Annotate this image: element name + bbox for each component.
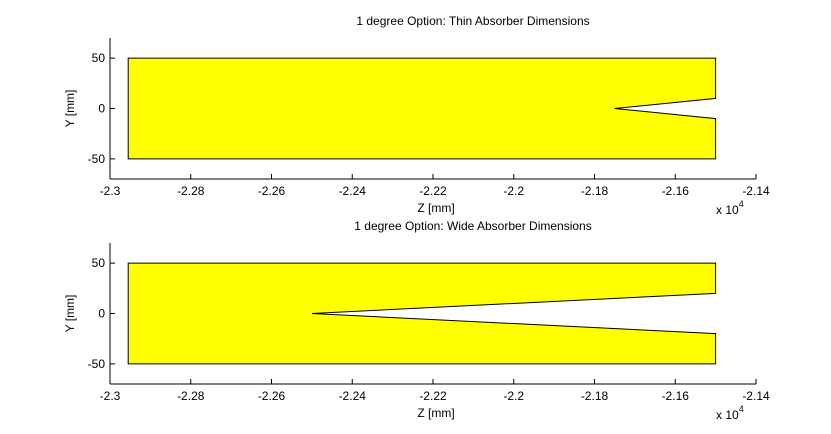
y-tick-label: -50 [88,152,106,166]
x-tick-label: -2.26 [258,389,286,403]
x-tick-label: -2.3 [100,389,121,403]
y-axis-label: Y [mm] [63,90,77,128]
x-multiplier: x 104 [716,404,744,422]
x-multiplier-base: x 10 [716,408,739,422]
y-tick-label: 0 [98,102,105,116]
absorber-shape [127,262,717,365]
y-axis-label: Y [mm] [63,295,77,333]
x-tick-label: -2.18 [581,184,609,198]
absorber-shape [127,57,717,160]
y-tick-label: 0 [98,307,105,321]
x-tick-label: -2.26 [258,184,286,198]
x-tick-label: -2.24 [339,184,367,198]
y-tick-label: 50 [92,256,106,270]
x-multiplier-exponent: 4 [739,404,744,414]
x-multiplier-base: x 10 [716,203,739,217]
y-tick-label: 50 [92,51,106,65]
x-tick-label: -2.2 [503,389,524,403]
x-tick-label: -2.28 [177,389,205,403]
x-axis-label: Z [mm] [417,406,454,420]
x-axis-label: Z [mm] [417,201,454,215]
x-tick-label: -2.16 [662,389,690,403]
x-tick-label: -2.22 [419,389,447,403]
chart-title: 1 degree Option: Wide Absorber Dimension… [354,219,591,233]
chart-title: 1 degree Option: Thin Absorber Dimension… [356,14,589,28]
x-tick-label: -2.2 [503,184,524,198]
x-multiplier: x 104 [716,199,744,217]
x-tick-label: -2.14 [742,184,770,198]
chart-2: -2.3 -2.28 -2.26 -2.24 -2.22 -2.2 -2.18 -2.16 -2… [63,219,770,422]
x-tick-label: -2.22 [419,184,447,198]
x-tick-label: -2.3 [100,184,121,198]
x-tick-label: -2.16 [662,184,690,198]
x-tick-label: -2.14 [742,389,770,403]
x-tick-label: -2.24 [339,389,367,403]
chart-1: -2.3 -2.28 -2.26 -2.24 -2.22 -2.2 -2.18 -2.16 -2… [63,14,770,217]
x-tick-label: -2.18 [581,389,609,403]
y-tick-label: -50 [88,357,106,371]
x-tick-label: -2.28 [177,184,205,198]
x-multiplier-exponent: 4 [739,199,744,209]
